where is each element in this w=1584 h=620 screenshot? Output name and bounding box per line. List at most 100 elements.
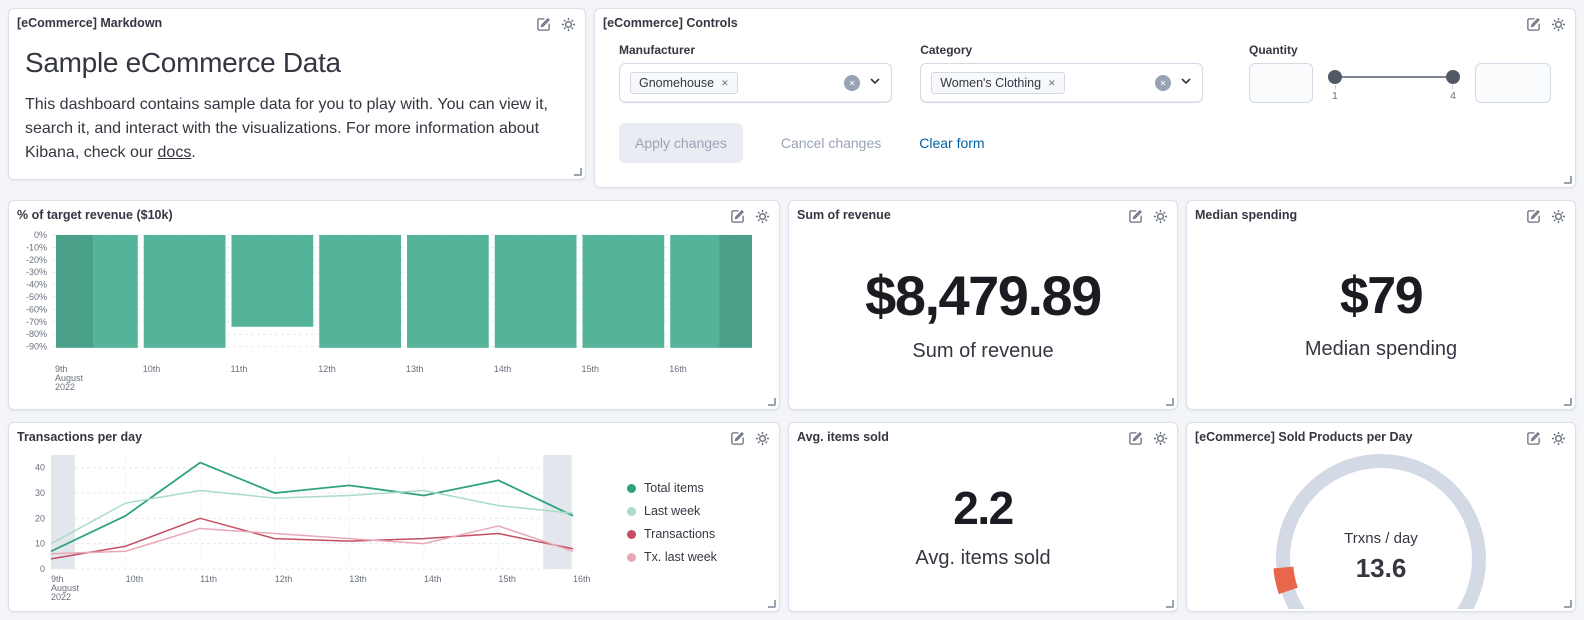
svg-text:12th: 12th	[275, 574, 293, 584]
quantity-control: Quantity 1 4	[1231, 43, 1551, 105]
resize-handle[interactable]	[1166, 398, 1174, 406]
svg-text:-50%: -50%	[26, 292, 47, 302]
slider-tickmark	[1335, 85, 1336, 89]
category-combobox[interactable]: Women's Clothing ✕ ✕	[920, 63, 1203, 103]
legend-item[interactable]: Tx. last week	[627, 550, 759, 564]
resize-handle[interactable]	[574, 168, 582, 176]
resize-handle[interactable]	[768, 398, 776, 406]
panel-edit-icon[interactable]	[1126, 429, 1144, 447]
chevron-down-icon[interactable]	[1180, 74, 1192, 92]
svg-text:-30%: -30%	[26, 267, 47, 277]
panel-title[interactable]: Transactions per day	[17, 430, 143, 444]
docs-link[interactable]: docs	[157, 144, 192, 161]
apply-changes-button[interactable]: Apply changes	[619, 123, 743, 163]
panel-settings-gear-icon[interactable]	[753, 429, 771, 447]
chevron-down-icon[interactable]	[869, 74, 881, 92]
panel-avg-items-sold: Avg. items sold 2.2 Avg. items sold	[788, 422, 1178, 612]
panel-settings-gear-icon[interactable]	[1151, 429, 1169, 447]
panel-edit-icon[interactable]	[728, 207, 746, 225]
svg-text:30: 30	[35, 488, 45, 498]
metric-label: Avg. items sold	[915, 546, 1051, 569]
svg-text:-10%: -10%	[26, 242, 47, 252]
panel-header: % of target revenue ($10k)	[9, 201, 779, 225]
manufacturer-tag: Gnomehouse ✕	[630, 72, 738, 94]
clear-selection-icon[interactable]: ✕	[1155, 75, 1171, 91]
svg-text:2022: 2022	[51, 592, 71, 602]
quantity-min-input[interactable]	[1249, 63, 1313, 103]
remove-tag-icon[interactable]: ✕	[1048, 77, 1056, 88]
panel-icons	[1524, 429, 1567, 447]
legend-item[interactable]: Transactions	[627, 527, 759, 541]
resize-handle[interactable]	[1564, 600, 1572, 608]
panel-settings-gear-icon[interactable]	[753, 207, 771, 225]
category-tag-label: Women's Clothing	[940, 76, 1042, 90]
panel-settings-gear-icon[interactable]	[1151, 207, 1169, 225]
panel-edit-icon[interactable]	[1524, 429, 1542, 447]
legend-item[interactable]: Last week	[627, 504, 759, 518]
manufacturer-combobox[interactable]: Gnomehouse ✕ ✕	[619, 63, 893, 103]
clear-form-button[interactable]: Clear form	[919, 135, 985, 151]
panel-title[interactable]: Median spending	[1195, 208, 1298, 222]
svg-text:0: 0	[40, 564, 45, 574]
markdown-text-suffix: .	[191, 144, 196, 161]
svg-text:August: August	[51, 583, 80, 593]
panel-edit-icon[interactable]	[1126, 207, 1144, 225]
panel-header: [eCommerce] Sold Products per Day	[1187, 423, 1575, 447]
panel-title[interactable]: % of target revenue ($10k)	[17, 208, 173, 222]
svg-text:9th: 9th	[51, 574, 64, 584]
svg-text:0%: 0%	[34, 230, 47, 240]
remove-tag-icon[interactable]: ✕	[721, 77, 729, 88]
panel-edit-icon[interactable]	[728, 429, 746, 447]
resize-handle[interactable]	[1166, 600, 1174, 608]
panel-settings-gear-icon[interactable]	[1549, 15, 1567, 33]
resize-handle[interactable]	[1564, 398, 1572, 406]
slider-handle-min[interactable]	[1328, 70, 1342, 84]
svg-text:-80%: -80%	[26, 329, 47, 339]
svg-text:August: August	[55, 373, 84, 383]
panel-edit-icon[interactable]	[1524, 207, 1542, 225]
svg-text:2022: 2022	[55, 382, 75, 392]
legend-label: Transactions	[644, 527, 716, 541]
resize-handle[interactable]	[768, 600, 776, 608]
svg-text:-60%: -60%	[26, 304, 47, 314]
panel-icons	[1524, 207, 1567, 225]
panel-title[interactable]: Avg. items sold	[797, 430, 889, 444]
panel-settings-gear-icon[interactable]	[559, 15, 577, 33]
quantity-max-input[interactable]	[1475, 63, 1551, 103]
panel-settings-gear-icon[interactable]	[1549, 207, 1567, 225]
svg-text:-40%: -40%	[26, 280, 47, 290]
panel-title[interactable]: Sum of revenue	[797, 208, 891, 222]
panel-title[interactable]: [eCommerce] Sold Products per Day	[1195, 430, 1413, 444]
svg-text:40: 40	[35, 463, 45, 473]
svg-text:12th: 12th	[318, 364, 336, 374]
panel-edit-icon[interactable]	[534, 15, 552, 33]
resize-handle[interactable]	[1564, 176, 1572, 184]
svg-text:11th: 11th	[231, 364, 248, 374]
panel-title[interactable]: [eCommerce] Controls	[603, 16, 738, 30]
markdown-text: This dashboard contains sample data for …	[25, 96, 548, 161]
bar-chart[interactable]: 0% -10% -20% -30% -40% -50% -60% -70% -80% -90% 9t…	[9, 225, 765, 403]
metric-value: 2.2	[953, 481, 1014, 534]
panel-sum-revenue: Sum of revenue $8,479.89 Sum of revenue	[788, 200, 1178, 410]
svg-text:-70%: -70%	[26, 317, 47, 327]
controls-body: Manufacturer Gnomehouse ✕ ✕ Category Wome…	[595, 33, 1575, 163]
panel-median-spending: Median spending $79 Median spending	[1186, 200, 1576, 410]
manufacturer-tag-label: Gnomehouse	[639, 76, 715, 90]
panel-settings-gear-icon[interactable]	[1549, 429, 1567, 447]
panel-header: [eCommerce] Controls	[595, 9, 1575, 33]
clear-selection-icon[interactable]: ✕	[844, 75, 861, 91]
panel-edit-icon[interactable]	[1524, 15, 1542, 33]
cancel-changes-button[interactable]: Cancel changes	[780, 135, 882, 151]
slider-handle-max[interactable]	[1446, 70, 1460, 84]
slider-track[interactable]	[1329, 76, 1459, 78]
legend-item[interactable]: Total items	[627, 481, 759, 495]
markdown-paragraph: This dashboard contains sample data for …	[25, 93, 569, 165]
slider-min-label: 1	[1332, 90, 1338, 102]
panel-title[interactable]: [eCommerce] Markdown	[17, 16, 163, 30]
svg-text:13.6: 13.6	[1356, 553, 1407, 583]
metric-value: $79	[1339, 266, 1424, 325]
svg-text:-20%: -20%	[26, 255, 47, 265]
panel-header: Sum of revenue	[789, 201, 1177, 225]
quantity-range-slider: 1 4	[1328, 63, 1460, 105]
